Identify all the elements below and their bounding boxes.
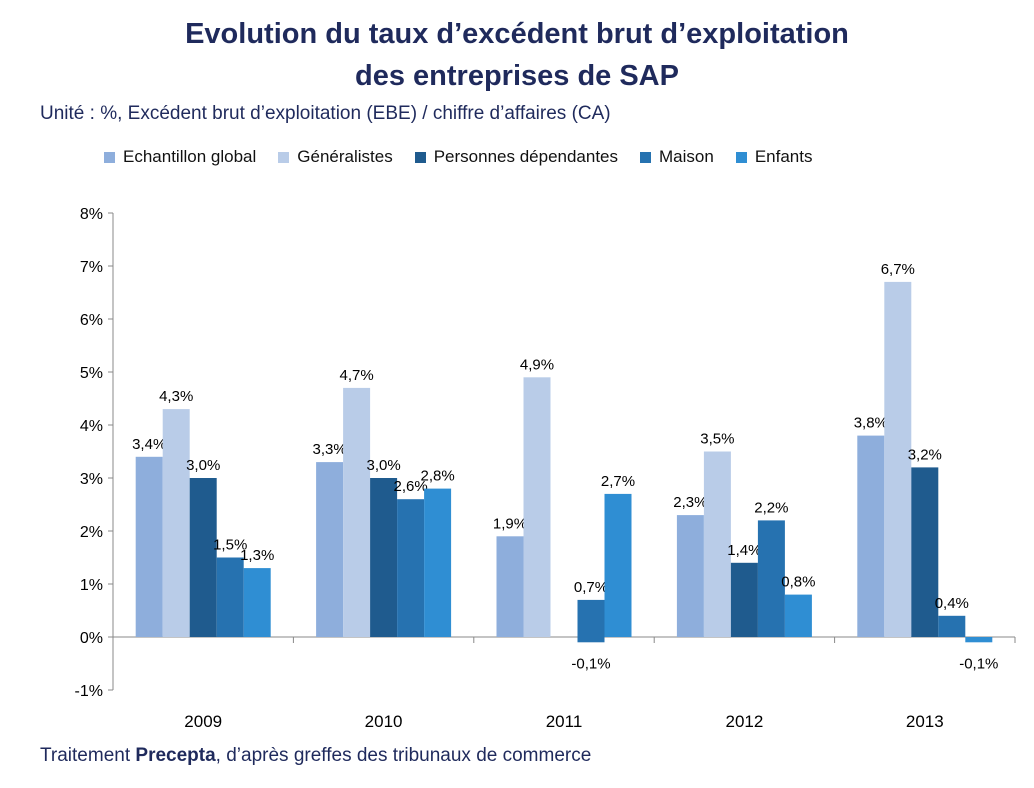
bar-value-label: 2,3%: [673, 494, 707, 511]
bar: [730, 562, 758, 637]
bar: [703, 451, 731, 637]
bar-value-label: 0,4%: [935, 595, 969, 612]
y-tick-label: 2%: [80, 524, 103, 541]
footnote-suffix: , d’après greffes des tribunaux de comme…: [215, 745, 592, 766]
legend-item: Maison: [640, 147, 714, 167]
bar-value-label: 4,3%: [159, 388, 193, 405]
legend-item: Enfants: [735, 147, 813, 167]
bar-value-label: 1,3%: [240, 547, 274, 564]
bar: [316, 462, 344, 637]
x-category-label: 2013: [906, 712, 944, 731]
bar-value-label: 3,5%: [700, 431, 734, 448]
bar: [424, 488, 452, 637]
y-tick-label: 8%: [80, 206, 103, 223]
y-tick-label: 4%: [80, 418, 103, 435]
bar-value-label: -0,1%: [571, 655, 610, 672]
bar-value-label: 6,7%: [881, 261, 915, 278]
legend-label: Enfants: [754, 147, 813, 166]
bar-value-label: 2,6%: [393, 478, 427, 495]
legend-label: Maison: [659, 147, 714, 166]
bar: [496, 536, 524, 637]
legend-label: Généralistes: [297, 147, 393, 166]
bar-value-label: 3,2%: [908, 446, 942, 463]
bar-value-label: 4,7%: [339, 367, 373, 384]
bar-value-label: -0,1%: [959, 655, 998, 672]
bar-value-label: 0,7%: [574, 579, 608, 596]
bar-value-label: 2,2%: [754, 499, 788, 516]
legend-label: Echantillon global: [123, 147, 257, 166]
bar-value-label: 1,9%: [493, 515, 527, 532]
bar: [216, 557, 244, 637]
y-tick-label: 7%: [80, 259, 103, 276]
bar-value-label: 3,0%: [186, 457, 220, 474]
y-tick-label: 3%: [80, 471, 103, 488]
bar: [965, 637, 993, 643]
bar-value-label: 4,9%: [520, 356, 554, 373]
x-category-label: 2009: [184, 712, 222, 731]
bar-value-label: 1,4%: [727, 542, 761, 559]
bar: [938, 615, 966, 637]
chart-title-line2: des entreprises de SAP: [355, 60, 679, 92]
bar-value-label: 2,7%: [601, 473, 635, 490]
bar: [135, 456, 163, 637]
y-tick-label: 1%: [80, 577, 103, 594]
x-category-label: 2011: [546, 712, 583, 731]
legend-item: Généralistes: [278, 147, 393, 167]
bar: [162, 409, 190, 637]
bar: [523, 377, 551, 637]
bar: [884, 281, 912, 637]
bar-value-label: 0,8%: [781, 574, 815, 591]
bar: [577, 637, 605, 643]
chart-footnote: Traitement Precepta, d’après greffes des…: [40, 745, 591, 767]
y-tick-label: 6%: [80, 312, 103, 329]
chart-legend: Echantillon global Généralistes Personnes …: [104, 146, 834, 168]
legend-swatch: [278, 151, 290, 163]
legend-item: Echantillon global: [104, 147, 256, 167]
bar: [577, 599, 605, 637]
bar: [757, 520, 785, 637]
bar: [243, 568, 271, 637]
legend-item: Personnes dépendantes: [414, 147, 619, 167]
bar: [857, 435, 885, 637]
bar: [911, 467, 939, 637]
bar: [343, 387, 371, 637]
bar-value-label: 2,8%: [420, 468, 454, 485]
bar-value-label: 3,0%: [366, 457, 400, 474]
bar: [604, 493, 632, 637]
x-category-label: 2010: [365, 712, 403, 731]
bar-value-label: 3,8%: [854, 415, 888, 432]
y-tick-label: 5%: [80, 365, 103, 382]
chart-title-line1: Evolution du taux d’excédent brut d’expl…: [185, 18, 849, 50]
bar-value-label: 3,3%: [312, 441, 346, 458]
legend-label: Personnes dépendantes: [433, 147, 619, 166]
x-category-label: 2012: [725, 712, 763, 731]
chart-subtitle: Unité : %, Excédent brut d’exploitation …: [40, 103, 611, 124]
bar: [784, 594, 812, 637]
legend-swatch: [414, 151, 426, 163]
y-tick-label: 0%: [80, 630, 103, 647]
footnote-source: Precepta: [135, 745, 216, 766]
footnote-prefix: Traitement: [40, 745, 136, 766]
legend-swatch: [735, 151, 747, 163]
y-tick-label: -1%: [75, 683, 103, 700]
legend-swatch: [104, 151, 115, 163]
legend-swatch: [640, 151, 652, 163]
bar-value-label: 3,4%: [132, 436, 166, 453]
bar: [189, 478, 217, 637]
bar: [370, 478, 398, 637]
bar: [397, 499, 425, 637]
bar: [676, 515, 704, 637]
bar-value-label: 1,5%: [213, 537, 247, 554]
